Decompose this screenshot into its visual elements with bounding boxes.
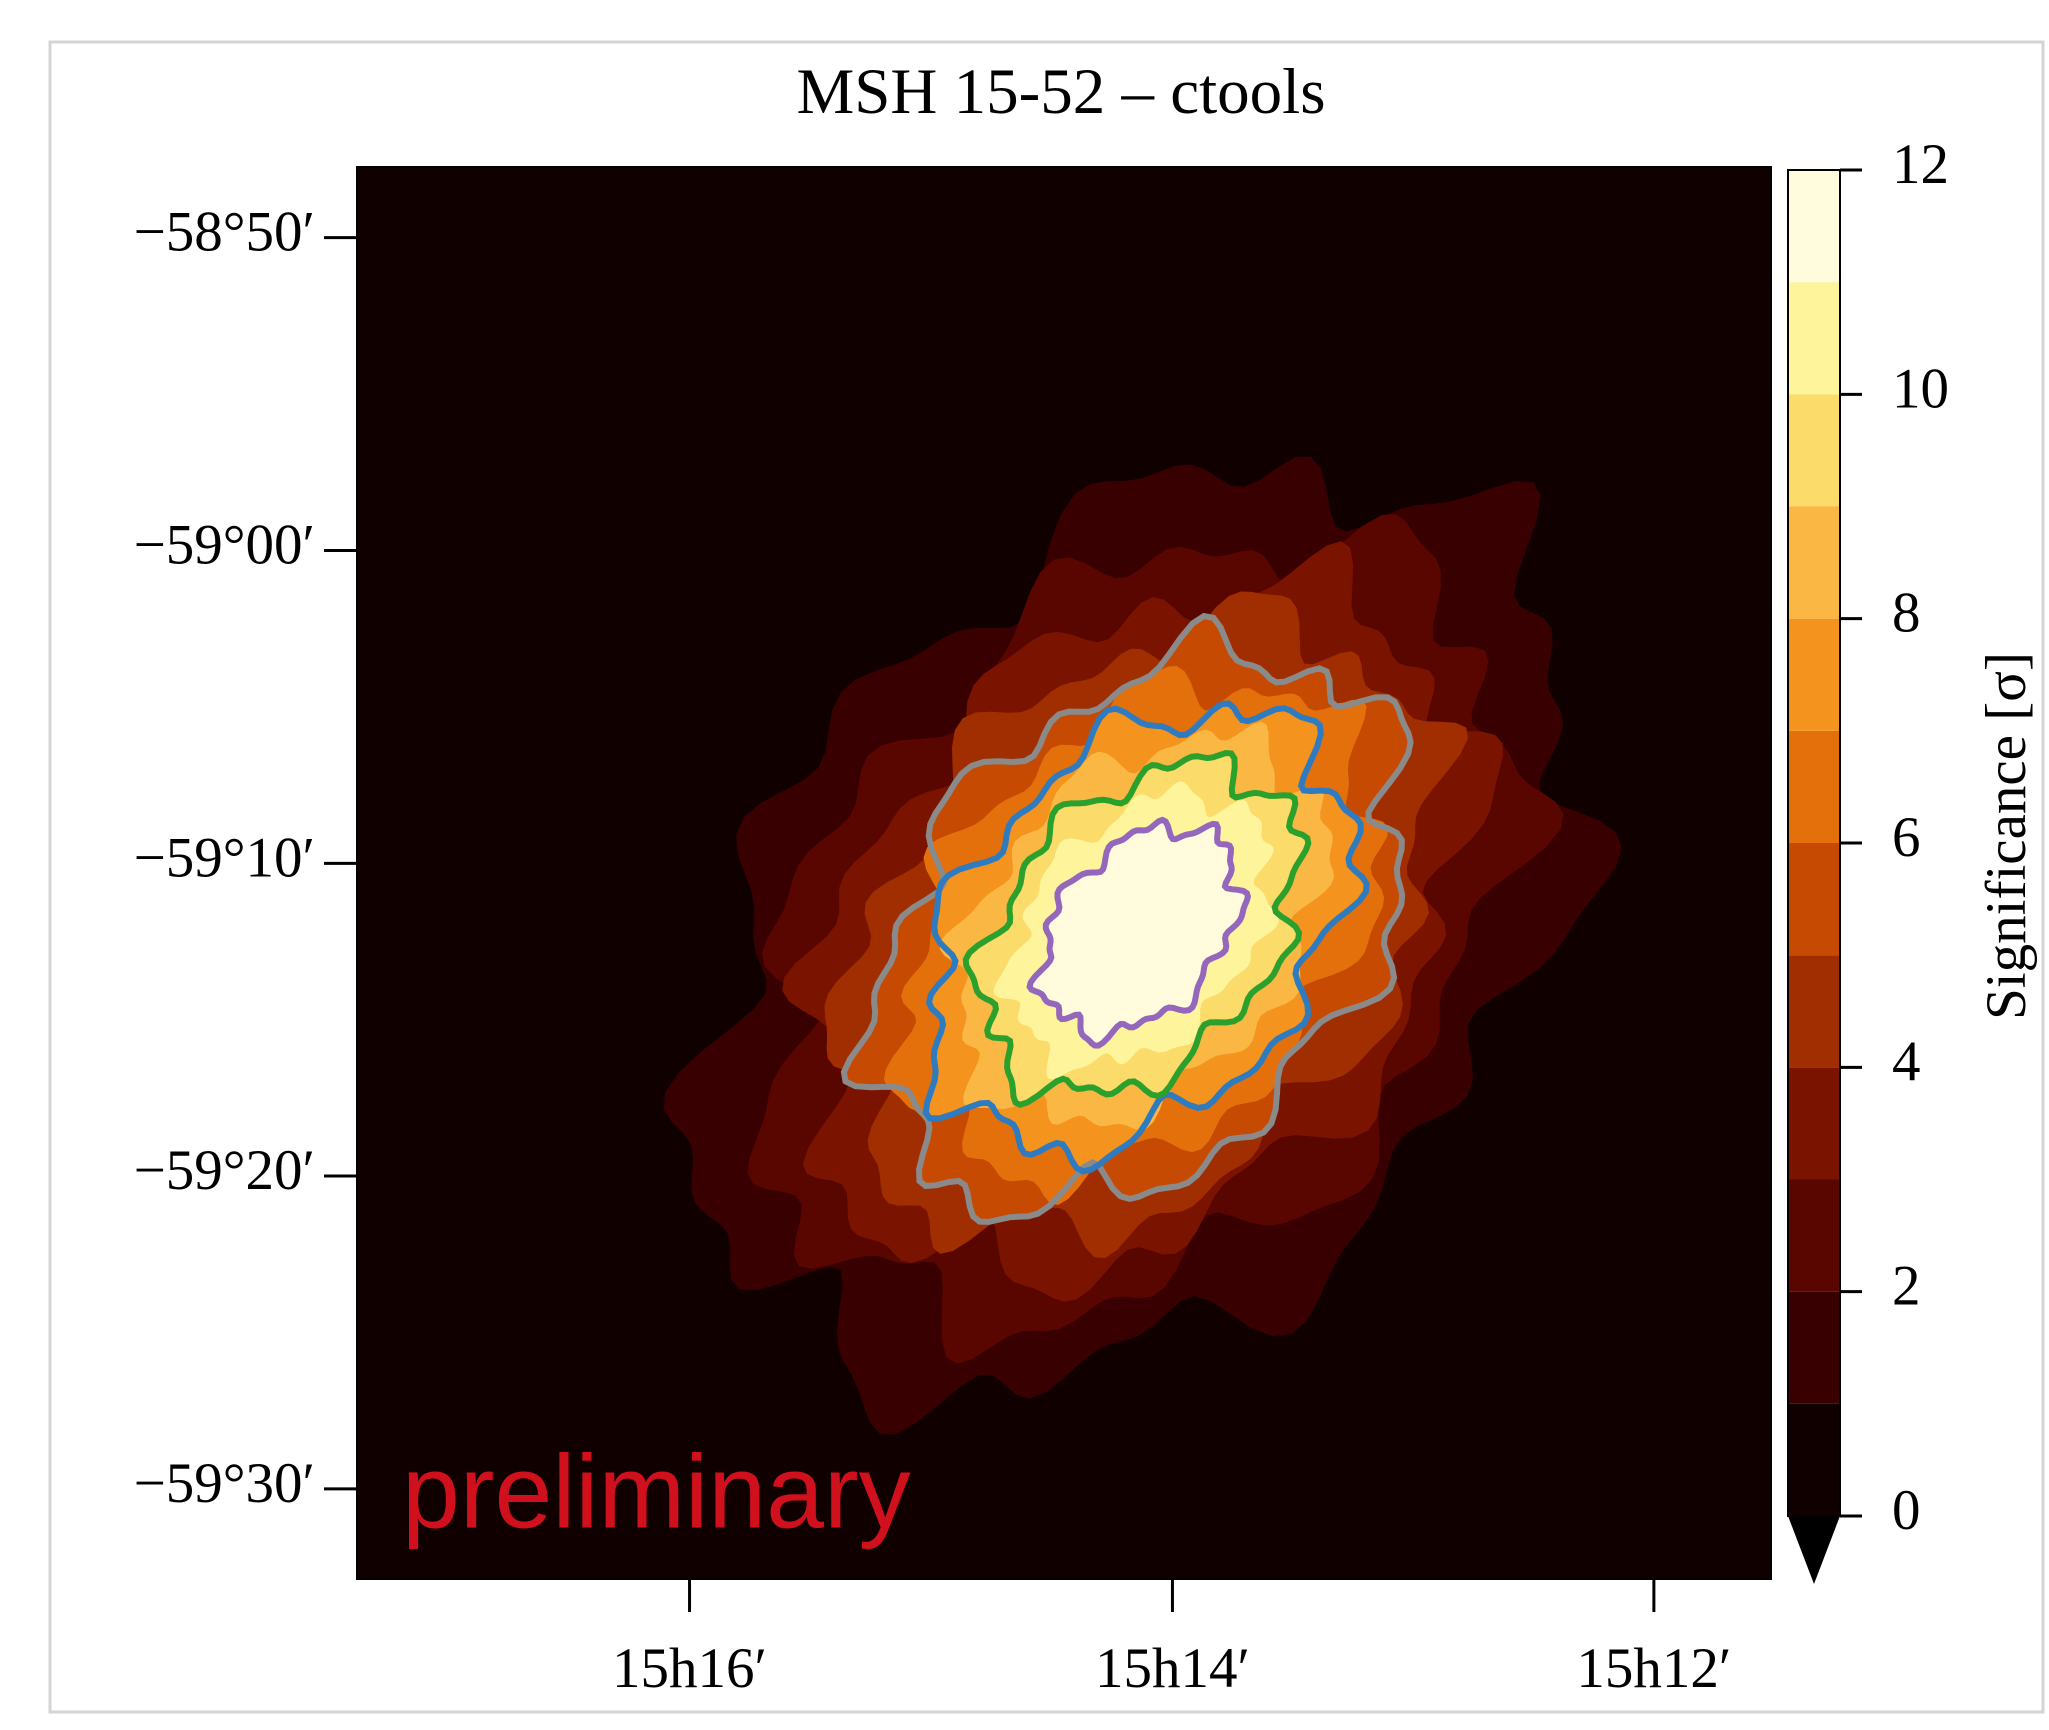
- y-tick-label: −59°00′: [134, 514, 315, 577]
- chart-title: MSH 15-52 – ctools: [796, 56, 1325, 128]
- contour-line: [840, 612, 1414, 1225]
- colorbar-band: [1788, 1067, 1840, 1180]
- x-tick-label: 15h12′: [1576, 1637, 1731, 1700]
- colorbar-band: [1788, 506, 1840, 619]
- y-tick-label: −59°30′: [134, 1452, 315, 1515]
- colorbar-band: [1788, 394, 1840, 507]
- x-tick-label: 15h16′: [612, 1637, 767, 1700]
- colorbar-tick-label: 0: [1892, 1479, 1921, 1542]
- contour-line: [922, 700, 1370, 1175]
- colorbar-band: [1788, 843, 1840, 956]
- colorbar-tick-label: 4: [1892, 1030, 1921, 1093]
- colorbar-tick-label: 6: [1892, 806, 1921, 869]
- x-tick-label: 15h14′: [1095, 1637, 1250, 1700]
- colorbar-band: [1788, 1179, 1840, 1292]
- heatmap: [357, 167, 1771, 1579]
- colorbar-tick-label: 8: [1892, 582, 1921, 645]
- contour-line: [1026, 816, 1252, 1049]
- y-tick-label: −59°20′: [134, 1139, 315, 1202]
- contour-line: [962, 749, 1312, 1109]
- colorbar-band: [1788, 1403, 1840, 1516]
- frame: [48, 40, 2045, 1714]
- colorbar-band: [1788, 170, 1840, 283]
- colorbar-extension: [1788, 1516, 1840, 1584]
- colorbar-tick-label: 12: [1892, 133, 1949, 196]
- colorbar-tick-label: 10: [1892, 357, 1949, 420]
- colorbar-band: [1788, 1291, 1840, 1404]
- annotation: preliminary: [402, 1434, 911, 1550]
- colorbar-band: [1788, 618, 1840, 731]
- colorbar-label: Significance [σ]: [1975, 652, 2038, 1020]
- colorbar-band: [1788, 955, 1840, 1068]
- plot-frame: [356, 166, 1772, 1580]
- colorbar-band: [1788, 282, 1840, 395]
- colorbar-tick-label: 2: [1892, 1255, 1921, 1318]
- y-tick-label: −59°10′: [134, 826, 315, 889]
- y-tick-label: −58°50′: [134, 201, 315, 264]
- colorbar-band: [1788, 730, 1840, 843]
